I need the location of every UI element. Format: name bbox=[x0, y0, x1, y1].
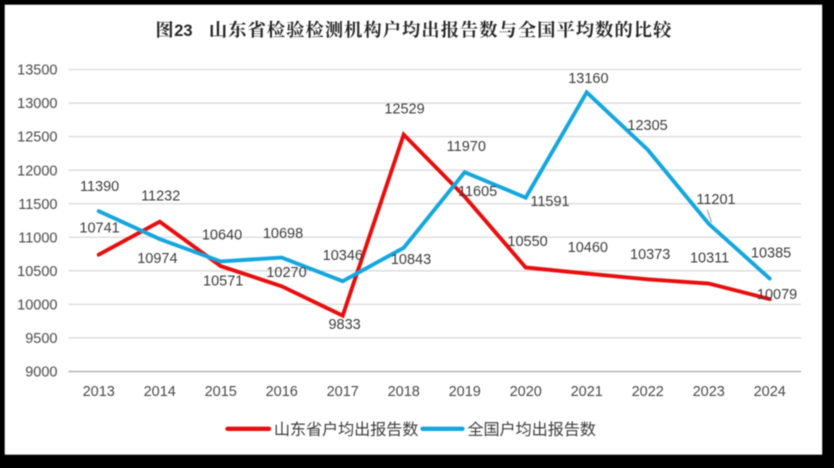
svg-text:11232: 11232 bbox=[141, 188, 180, 204]
svg-text:10698: 10698 bbox=[263, 226, 303, 242]
svg-text:10741: 10741 bbox=[79, 221, 119, 237]
svg-text:10550: 10550 bbox=[507, 234, 547, 250]
svg-text:2021: 2021 bbox=[571, 384, 603, 400]
svg-text:10079: 10079 bbox=[757, 287, 797, 303]
svg-text:9000: 9000 bbox=[25, 365, 57, 381]
svg-text:23: 23 bbox=[174, 22, 192, 40]
svg-text:10346: 10346 bbox=[323, 248, 363, 264]
svg-text:2016: 2016 bbox=[266, 384, 298, 400]
svg-text:10974: 10974 bbox=[137, 251, 177, 267]
svg-text:10640: 10640 bbox=[202, 228, 242, 244]
svg-text:13500: 13500 bbox=[17, 63, 57, 79]
svg-text:2014: 2014 bbox=[144, 384, 176, 400]
svg-text:2024: 2024 bbox=[754, 384, 786, 400]
svg-text:11605: 11605 bbox=[458, 184, 497, 200]
svg-text:10373: 10373 bbox=[630, 247, 670, 263]
svg-text:9833: 9833 bbox=[328, 317, 360, 333]
svg-text:2020: 2020 bbox=[510, 384, 542, 400]
svg-text:10385: 10385 bbox=[751, 246, 791, 262]
svg-text:12529: 12529 bbox=[384, 101, 424, 117]
svg-text:2018: 2018 bbox=[388, 384, 420, 400]
svg-text:11390: 11390 bbox=[80, 179, 119, 195]
svg-text:11591: 11591 bbox=[530, 194, 569, 210]
svg-text:10311: 10311 bbox=[690, 251, 729, 267]
svg-text:12000: 12000 bbox=[17, 163, 57, 179]
svg-text:10460: 10460 bbox=[568, 240, 608, 256]
svg-text:10000: 10000 bbox=[17, 297, 57, 313]
svg-text:13160: 13160 bbox=[568, 71, 608, 87]
svg-text:11000: 11000 bbox=[18, 230, 57, 246]
svg-text:11970: 11970 bbox=[447, 139, 486, 155]
svg-text:2015: 2015 bbox=[205, 384, 237, 400]
svg-text:10500: 10500 bbox=[17, 264, 57, 280]
svg-text:2017: 2017 bbox=[327, 384, 359, 400]
svg-text:10843: 10843 bbox=[391, 252, 431, 268]
svg-text:11500: 11500 bbox=[18, 197, 57, 213]
svg-text:11201: 11201 bbox=[696, 192, 735, 208]
svg-text:2023: 2023 bbox=[693, 384, 725, 400]
svg-text:10270: 10270 bbox=[266, 265, 306, 281]
svg-text:10571: 10571 bbox=[203, 274, 243, 290]
svg-text:2022: 2022 bbox=[632, 384, 664, 400]
svg-text:13000: 13000 bbox=[17, 96, 57, 112]
svg-text:9500: 9500 bbox=[25, 331, 57, 347]
svg-text:2019: 2019 bbox=[449, 384, 481, 400]
svg-text:12500: 12500 bbox=[17, 130, 57, 146]
svg-text:2013: 2013 bbox=[83, 384, 115, 400]
svg-text:12305: 12305 bbox=[627, 118, 667, 134]
